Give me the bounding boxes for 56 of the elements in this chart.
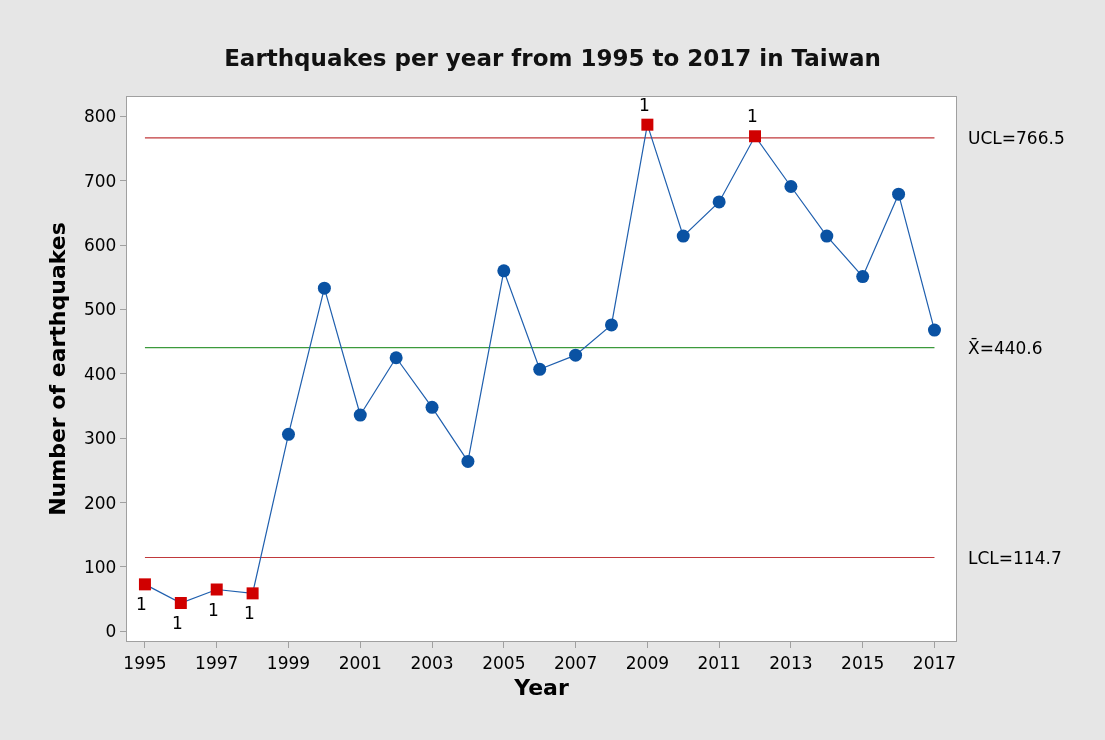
point xyxy=(174,597,187,610)
annotation: 1 xyxy=(639,95,650,115)
point xyxy=(749,130,762,143)
y-tick-label: 0 xyxy=(105,621,117,642)
y-tick-label: 200 xyxy=(83,492,117,513)
chart-title: Earthquakes per year from 1995 to 2017 in Taiwan xyxy=(224,44,881,71)
x-tick-label: 2007 xyxy=(553,652,598,673)
y-tick-label: 600 xyxy=(83,235,117,256)
point xyxy=(856,270,870,284)
y-tick-label: 800 xyxy=(83,106,117,127)
x-tick-label: 2011 xyxy=(697,652,741,673)
x-tick-label: 2009 xyxy=(625,652,669,673)
point xyxy=(138,578,151,591)
point xyxy=(210,583,223,596)
x-tick-label: 1995 xyxy=(123,652,167,673)
x-tick-label: 2013 xyxy=(769,652,813,673)
point xyxy=(282,427,295,441)
point xyxy=(604,318,618,332)
x-tick-label: 2017 xyxy=(912,652,957,673)
point xyxy=(892,187,906,201)
annotation: 1 xyxy=(208,600,219,620)
ref-line-label: LCL=114.7 xyxy=(968,548,1062,568)
x-tick-label: 2001 xyxy=(338,652,382,673)
point xyxy=(389,351,403,365)
y-tick-label: 500 xyxy=(83,299,117,320)
y-axis-title: Number of earthquakes xyxy=(44,222,70,516)
point xyxy=(533,362,547,376)
point xyxy=(820,229,834,243)
x-axis-title: Year xyxy=(513,675,569,701)
x-tick-label: 1999 xyxy=(266,652,311,673)
point xyxy=(425,400,439,414)
annotation: 1 xyxy=(136,594,147,614)
point xyxy=(317,281,331,295)
annotation: 1 xyxy=(172,613,183,633)
point xyxy=(927,323,941,337)
x-tick-label: 2015 xyxy=(841,652,885,673)
ref-line-label: X̄=440.6 xyxy=(968,337,1043,359)
point xyxy=(784,179,798,193)
annotation: 1 xyxy=(244,603,255,623)
y-tick-label: 700 xyxy=(83,170,117,191)
ref-line-label: UCL=766.5 xyxy=(968,128,1065,148)
point xyxy=(461,454,475,468)
point xyxy=(497,264,511,278)
point xyxy=(641,118,654,131)
point xyxy=(353,408,367,422)
x-tick-label: 1997 xyxy=(195,652,239,673)
y-tick-label: 100 xyxy=(83,556,117,577)
point xyxy=(712,195,726,209)
y-tick-label: 400 xyxy=(83,363,117,384)
point xyxy=(676,229,690,243)
point xyxy=(246,587,259,600)
point xyxy=(569,348,583,362)
annotation: 1 xyxy=(747,106,758,126)
x-tick-label: 2003 xyxy=(410,652,454,673)
y-tick-label: 300 xyxy=(83,428,117,449)
x-tick-label: 2005 xyxy=(482,652,526,673)
